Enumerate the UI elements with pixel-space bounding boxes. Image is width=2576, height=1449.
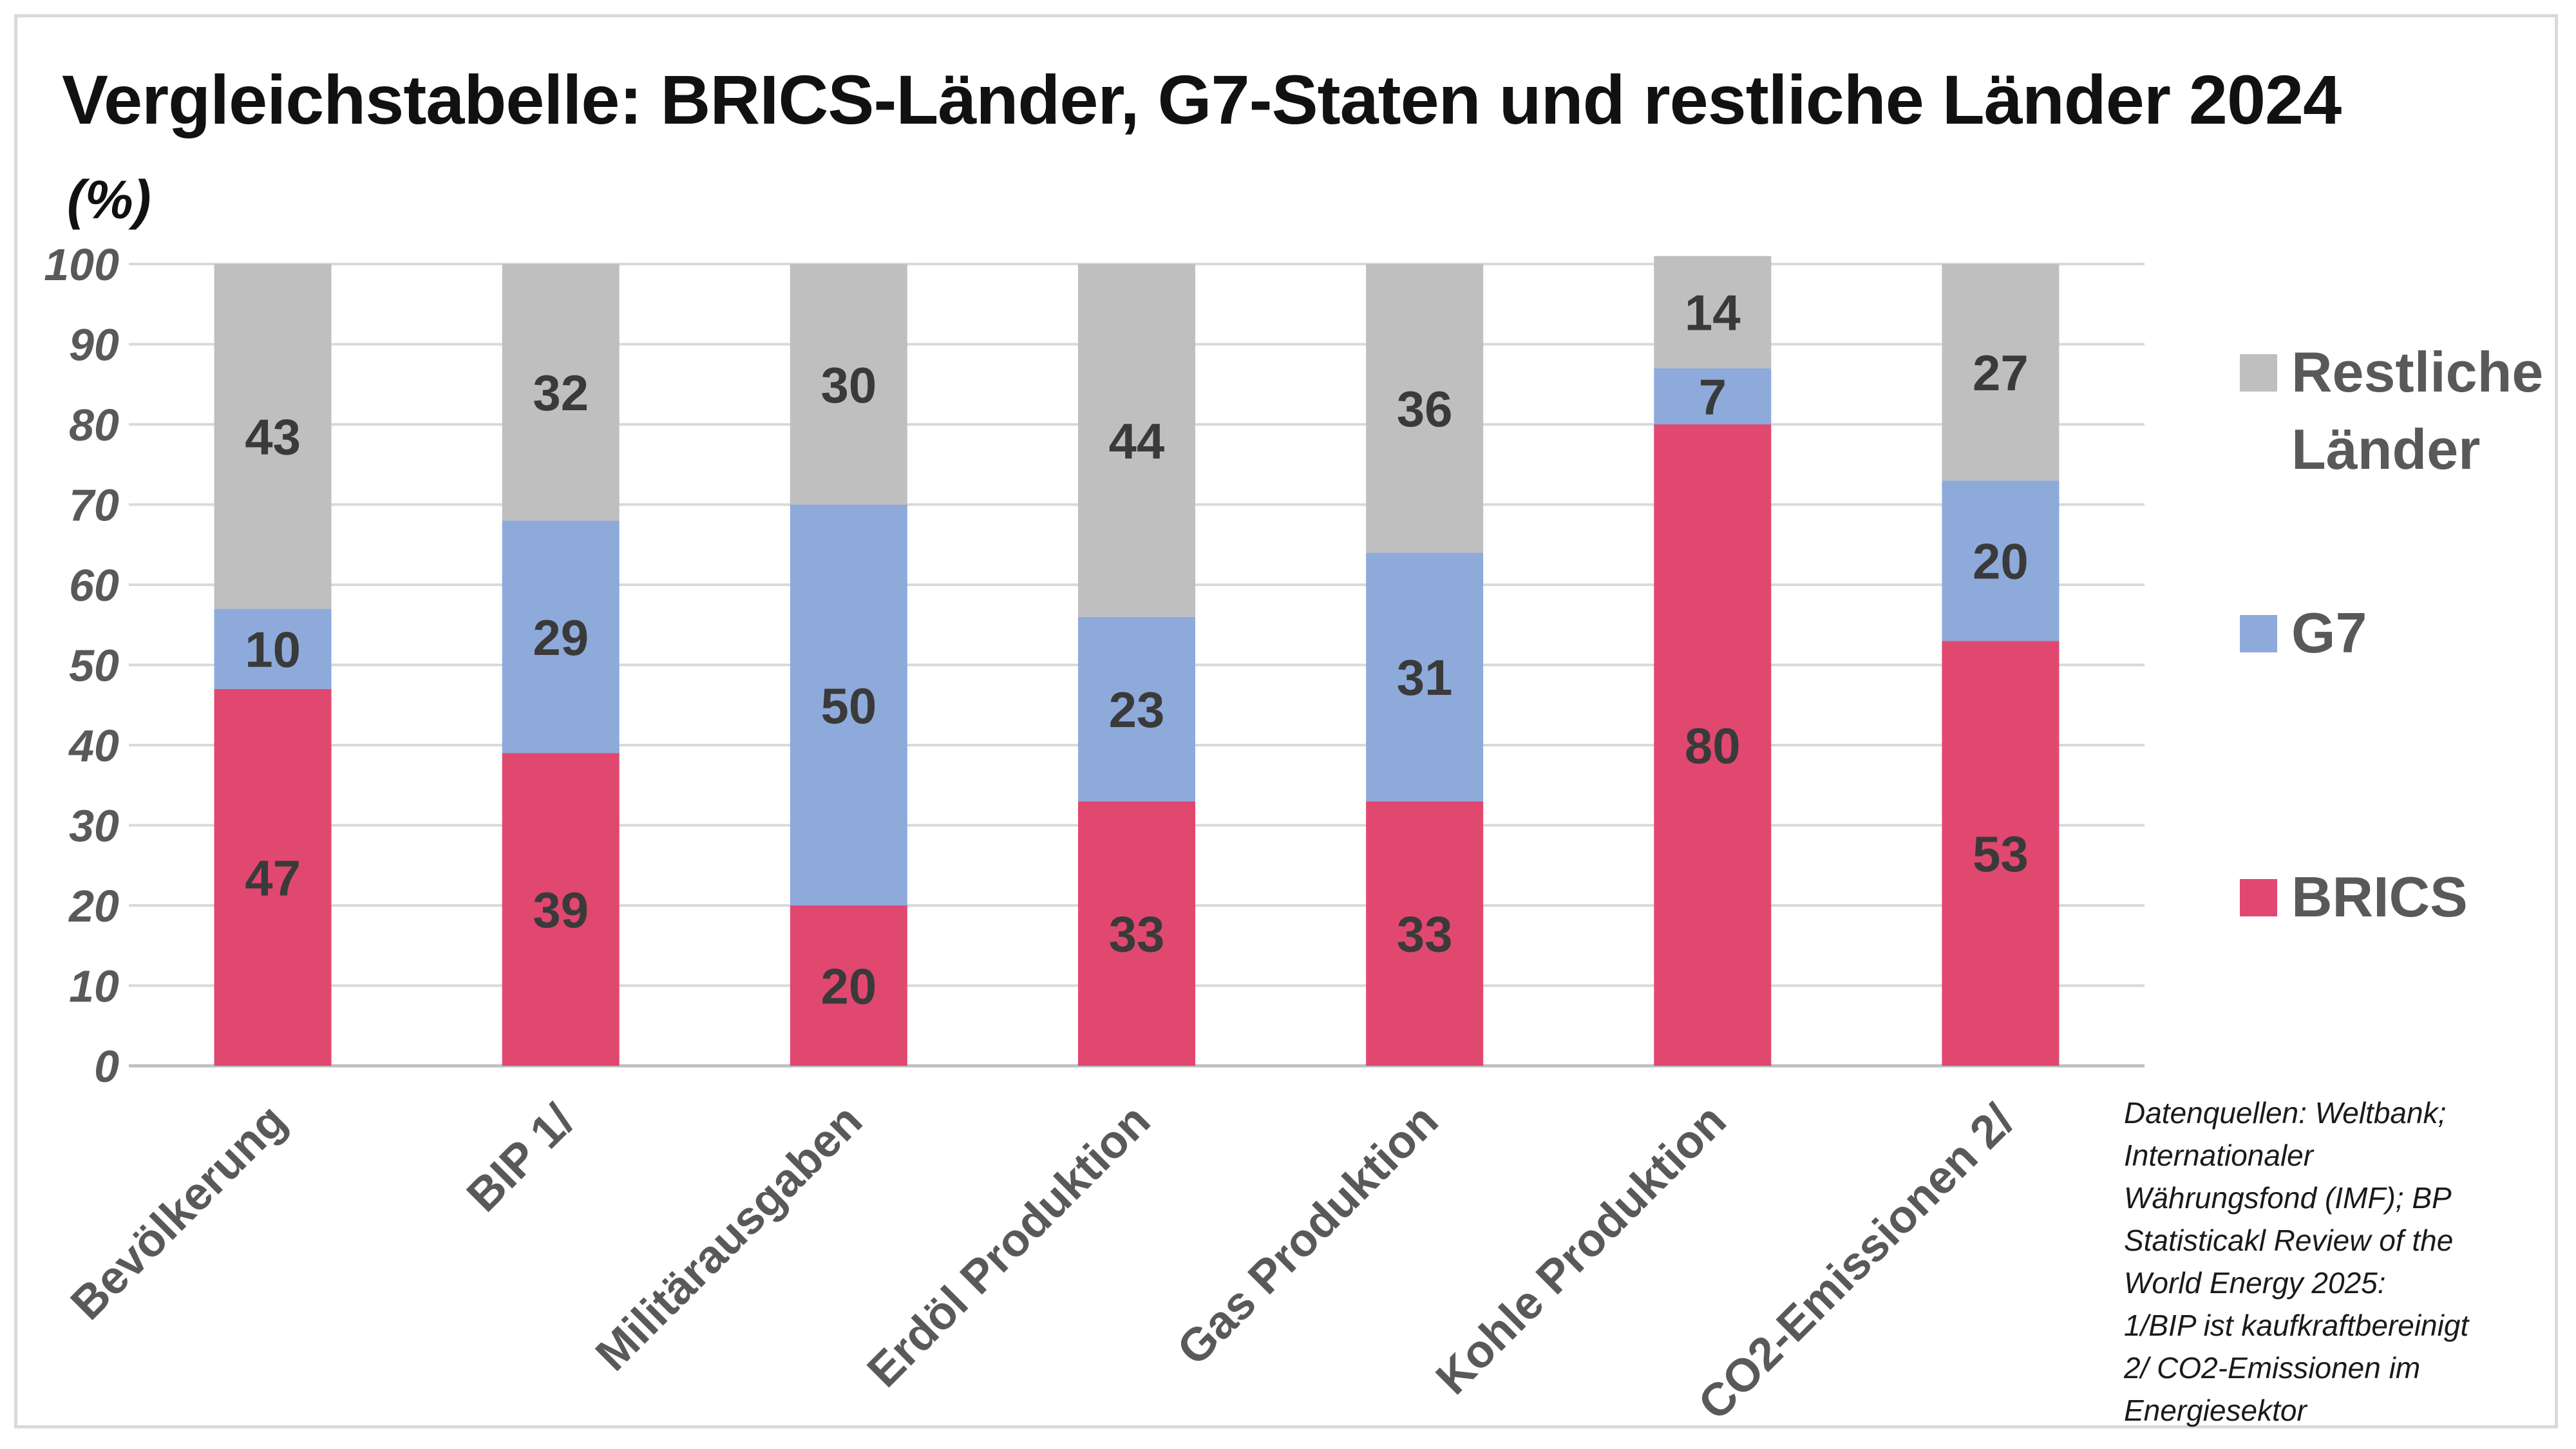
source-line: World Energy 2025: [2124, 1266, 2386, 1300]
x-tick-label: CO2-Emissionen 2/ [1689, 1095, 2024, 1430]
y-tick-label: 80 [69, 400, 119, 450]
y-tick-label: 40 [68, 721, 119, 771]
x-tick-label: Kohle Produktion [1426, 1095, 1736, 1405]
legend-swatch [2240, 615, 2277, 652]
bar-segment [1078, 616, 1195, 802]
data-label: 27 [1973, 345, 2029, 401]
source-line: 1/BIP ist kaufkraftbereinigt [2124, 1309, 2469, 1342]
bar-segment [502, 520, 620, 753]
bar-segment [502, 753, 620, 1066]
data-label: 30 [820, 357, 876, 413]
source-line: 2/ CO2-Emissionen im [2124, 1351, 2421, 1385]
data-label: 50 [820, 677, 876, 734]
y-tick-label: 70 [69, 480, 119, 531]
data-label: 29 [533, 609, 589, 666]
data-label: 53 [1973, 826, 2029, 882]
bar-segment [1078, 801, 1195, 1066]
y-tick-label: 0 [94, 1041, 119, 1092]
source-note: Datenquellen: Weltbank; Internationaler Wä… [2124, 1092, 2543, 1432]
x-tick-label: Gas Produktion [1168, 1095, 1448, 1376]
x-tick-label: BIP 1/ [457, 1095, 584, 1222]
source-line: Internationaler [2124, 1139, 2314, 1172]
y-tick-label: 30 [69, 801, 119, 851]
data-label: 33 [1109, 906, 1165, 963]
data-label: 33 [1397, 906, 1453, 963]
data-label: 10 [245, 621, 301, 678]
bar-segment [1366, 801, 1484, 1066]
source-line: Währungsfond (IMF); BP [2124, 1181, 2452, 1215]
data-label: 80 [1685, 717, 1741, 774]
bar-segment [1942, 480, 2060, 641]
bar-segment [1942, 641, 2060, 1066]
y-tick-label: 90 [69, 320, 119, 370]
data-label: 43 [245, 409, 301, 466]
y-tick-label: 50 [69, 641, 119, 691]
x-tick-label: Erdöl Produktion [858, 1095, 1160, 1397]
bar-segment [1942, 264, 2060, 481]
y-tick-label: 100 [44, 240, 119, 290]
bar-segment [790, 264, 907, 505]
y-tick-label: 20 [68, 881, 119, 931]
x-tick-label: Bevölkerung [61, 1095, 296, 1330]
data-label: 20 [820, 958, 876, 1015]
chart-frame [14, 14, 2558, 1428]
data-label: 44 [1109, 413, 1165, 469]
y-tick-label: 10 [69, 961, 119, 1012]
data-label: 23 [1109, 681, 1165, 738]
data-label: 31 [1397, 649, 1453, 706]
legend-label: G7 [2291, 601, 2367, 665]
bar-segment [1078, 264, 1195, 617]
data-label: 7 [1699, 368, 1727, 425]
legend-swatch [2240, 354, 2277, 392]
bar-segment [214, 264, 332, 609]
bar-segment [502, 264, 620, 521]
bar-segment [1654, 256, 1772, 368]
bar-segment [1366, 264, 1484, 553]
source-line: Datenquellen: Weltbank; [2124, 1096, 2447, 1130]
bar-segment [790, 504, 907, 905]
legend-label: Länder [2291, 417, 2480, 481]
source-line: Statisticakl Review of the [2124, 1224, 2454, 1257]
legend-swatch [2240, 879, 2277, 916]
data-label: 14 [1685, 285, 1741, 341]
data-label: 32 [533, 365, 589, 421]
chart-title: Vergleichstabelle: BRICS-Länder, G7-Stat… [62, 61, 2342, 138]
y-axis-label: (%) [67, 169, 151, 230]
bar-segment [214, 609, 332, 689]
bar-segment [1366, 553, 1484, 802]
data-label: 36 [1397, 381, 1453, 437]
data-label: 47 [245, 849, 301, 906]
legend-label: Restliche [2291, 340, 2543, 404]
bar-segment [1654, 424, 1772, 1066]
bar-segment [790, 905, 907, 1066]
y-tick-label: 60 [69, 560, 119, 611]
data-label: 39 [533, 882, 589, 938]
x-tick-label: Militärausgaben [586, 1095, 872, 1381]
source-line: Energiesektor [2124, 1394, 2307, 1427]
bar-segment [214, 688, 332, 1066]
legend-label: BRICS [2291, 865, 2468, 929]
bar-segment [1654, 368, 1772, 424]
data-label: 20 [1973, 533, 2029, 590]
